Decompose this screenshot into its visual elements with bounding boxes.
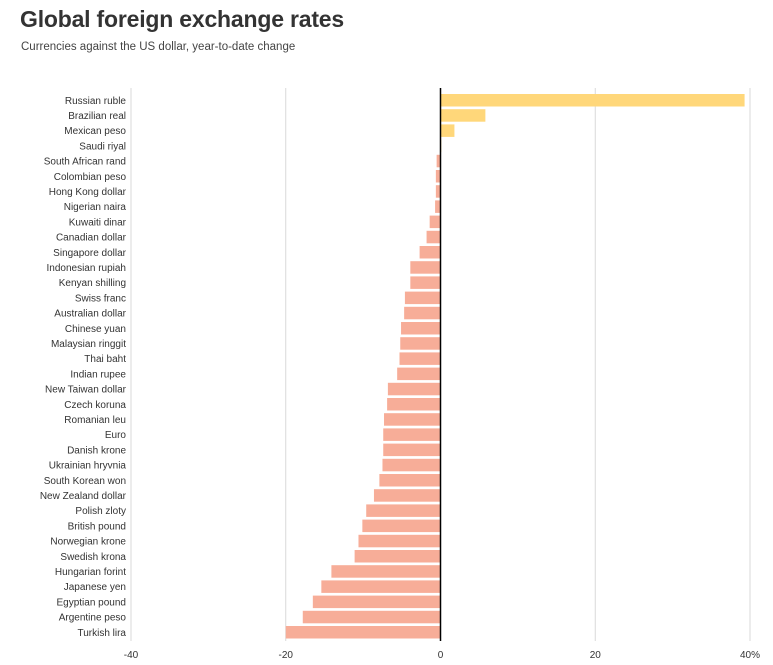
category-label: Swiss franc	[75, 293, 126, 304]
bar	[397, 367, 441, 381]
x-tick-label: 40%	[740, 650, 760, 661]
bar	[302, 610, 441, 624]
category-label: Russian ruble	[65, 96, 127, 107]
bar	[331, 565, 441, 578]
category-label: South African rand	[44, 157, 126, 168]
bar	[404, 291, 441, 305]
category-label: Nigerian naira	[64, 202, 127, 213]
category-label: Colombian peso	[54, 172, 127, 183]
category-label: Euro	[105, 430, 127, 441]
bar	[419, 246, 441, 259]
bar	[379, 474, 441, 487]
category-label: Canadian dollar	[56, 233, 127, 244]
bar	[384, 413, 441, 426]
category-label: Singapore dollar	[53, 248, 126, 259]
category-label: South Korean won	[44, 476, 126, 487]
category-label: New Zealand dollar	[40, 491, 127, 502]
bars	[285, 94, 745, 639]
category-label: Egyptian pound	[56, 597, 126, 608]
category-label: Czech koruna	[64, 400, 126, 411]
category-label: British pound	[68, 521, 126, 532]
bar	[312, 595, 441, 609]
category-label: Indian rupee	[70, 369, 126, 380]
x-tick-label: -20	[279, 650, 294, 661]
bar	[440, 124, 455, 137]
bar	[366, 504, 441, 517]
bar	[383, 443, 441, 457]
bar	[404, 306, 441, 320]
bar	[429, 215, 441, 229]
bar	[373, 489, 441, 502]
bar	[382, 458, 441, 472]
bar	[400, 337, 441, 350]
category-label: Polish zloty	[75, 506, 126, 517]
bar	[399, 352, 441, 365]
category-label: Brazilian real	[68, 111, 126, 122]
category-label: Hungarian forint	[55, 567, 126, 578]
category-label: Ukrainian hryvnia	[49, 461, 127, 472]
bar	[358, 534, 441, 548]
bar	[285, 626, 441, 639]
bar	[440, 94, 745, 107]
category-label: Chinese yuan	[65, 324, 126, 335]
category-label: Norwegian krone	[50, 537, 126, 548]
category-label: New Taiwan dollar	[45, 385, 127, 396]
category-label: Romanian leu	[64, 415, 126, 426]
bar	[362, 519, 441, 533]
category-label: Hong Kong dollar	[49, 187, 127, 198]
bar	[410, 261, 441, 274]
bar	[436, 154, 441, 168]
x-axis-ticks: -40 -20 0 20 40%	[124, 650, 760, 661]
category-label: Thai baht	[84, 354, 126, 365]
bar	[387, 398, 441, 411]
category-label: Australian dollar	[54, 309, 126, 320]
category-label: Mexican peso	[64, 126, 126, 137]
bar	[354, 550, 441, 563]
category-label: Kuwaiti dinar	[69, 217, 127, 228]
bar	[440, 109, 486, 122]
bar	[387, 382, 441, 396]
bar	[401, 322, 441, 335]
bar	[426, 230, 441, 244]
bar	[435, 200, 441, 213]
x-tick-label: 0	[438, 650, 444, 661]
bar	[435, 185, 441, 198]
chart-title: Global foreign exchange rates	[20, 6, 344, 32]
bar	[435, 170, 441, 183]
category-label: Indonesian rupiah	[46, 263, 126, 274]
bar	[383, 428, 441, 441]
bar	[410, 276, 441, 289]
category-label: Danish krone	[67, 445, 126, 456]
category-label: Swedish krona	[60, 552, 126, 563]
category-labels: Russian ruble Brazilian real Mexican peso S…	[40, 96, 127, 639]
bar	[321, 580, 441, 593]
gridlines	[130, 88, 751, 641]
chart-subtitle: Currencies against the US dollar, year-t…	[21, 41, 296, 53]
category-label: Saudi riyal	[79, 141, 126, 152]
category-label: Japanese yen	[64, 582, 126, 593]
category-label: Turkish lira	[77, 628, 126, 639]
category-label: Kenyan shilling	[59, 278, 126, 289]
x-tick-label: 20	[590, 650, 602, 661]
category-label: Malaysian ringgit	[51, 339, 126, 350]
category-label: Argentine peso	[59, 613, 127, 624]
x-tick-label: -40	[124, 650, 139, 661]
